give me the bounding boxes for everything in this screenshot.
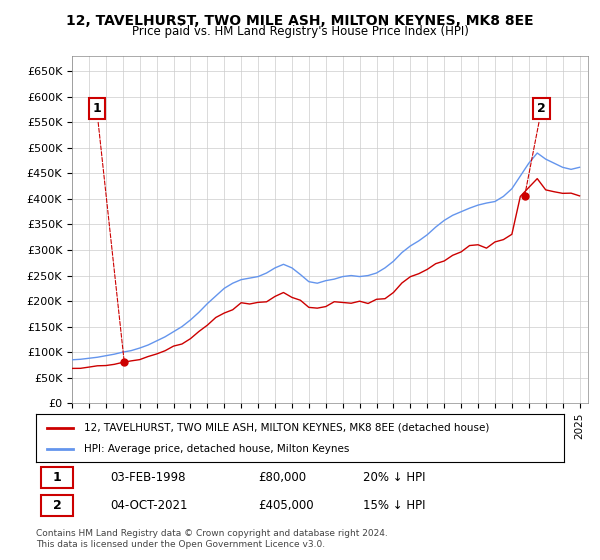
FancyBboxPatch shape [41, 467, 73, 488]
Text: HPI: Average price, detached house, Milton Keynes: HPI: Average price, detached house, Milt… [83, 444, 349, 454]
Text: £80,000: £80,000 [258, 471, 306, 484]
Text: Contains HM Land Registry data © Crown copyright and database right 2024.
This d: Contains HM Land Registry data © Crown c… [36, 529, 388, 549]
Text: 03-FEB-1998: 03-FEB-1998 [110, 471, 185, 484]
Text: 2: 2 [53, 499, 61, 512]
Text: Price paid vs. HM Land Registry's House Price Index (HPI): Price paid vs. HM Land Registry's House … [131, 25, 469, 38]
Text: 04-OCT-2021: 04-OCT-2021 [110, 499, 187, 512]
FancyBboxPatch shape [41, 495, 73, 516]
Text: 1: 1 [53, 471, 61, 484]
Text: 1: 1 [92, 102, 124, 360]
Text: 15% ↓ HPI: 15% ↓ HPI [364, 499, 426, 512]
Text: 2: 2 [525, 102, 546, 194]
Text: 20% ↓ HPI: 20% ↓ HPI [364, 471, 426, 484]
Text: 12, TAVELHURST, TWO MILE ASH, MILTON KEYNES, MK8 8EE (detached house): 12, TAVELHURST, TWO MILE ASH, MILTON KEY… [83, 423, 489, 433]
Text: 12, TAVELHURST, TWO MILE ASH, MILTON KEYNES, MK8 8EE: 12, TAVELHURST, TWO MILE ASH, MILTON KEY… [66, 14, 534, 28]
Text: £405,000: £405,000 [258, 499, 313, 512]
